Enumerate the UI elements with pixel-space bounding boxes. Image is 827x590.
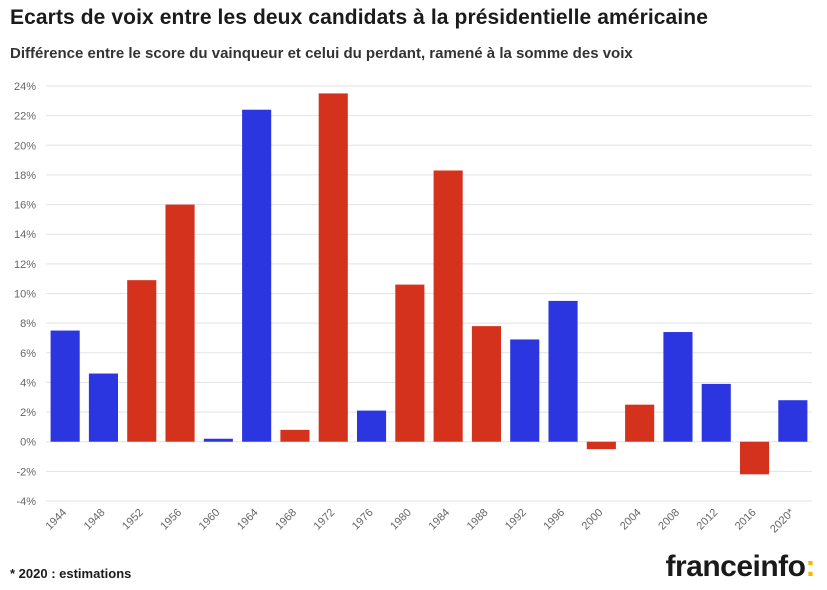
x-tick-label: 1952 — [120, 507, 146, 533]
bar-2008 — [663, 332, 693, 442]
bar-1996 — [548, 300, 578, 442]
x-tick-label: 1984 — [426, 507, 452, 533]
bar-1964 — [242, 109, 272, 442]
y-tick-label: -2% — [16, 466, 36, 478]
bar-2004 — [625, 404, 655, 442]
y-tick-label: -4% — [16, 496, 36, 508]
y-tick-label: 24% — [14, 81, 36, 93]
brand-logo: franceinfo: — [665, 550, 815, 584]
chart-title: Ecarts de voix entre les deux candidats … — [10, 6, 708, 29]
y-tick-label: 4% — [20, 377, 36, 389]
bar-1988 — [471, 326, 502, 442]
x-tick-label: 2016 — [733, 507, 759, 533]
x-tick-label: 1972 — [312, 507, 338, 533]
x-tick-label: 1980 — [388, 507, 414, 533]
x-tick-label: 1976 — [350, 507, 376, 533]
y-tick-label: 14% — [14, 229, 36, 241]
brand-logo-text: franceinfo — [665, 550, 806, 583]
x-tick-label: 2020* — [768, 506, 797, 535]
bars — [50, 93, 808, 475]
bar-1984 — [433, 170, 463, 442]
grid-lines — [46, 85, 812, 502]
y-tick-label: 20% — [14, 140, 36, 152]
brand-logo-mark: : — [805, 550, 816, 583]
bar-1952 — [127, 280, 157, 442]
bar-chart: -4% -2% 0% 2% 4% 6% 8% 10% 12% 14% 16% 18% 20% 22% 24%… — [14, 81, 812, 535]
bar-2012 — [701, 383, 731, 442]
x-tick-label: 2008 — [656, 507, 682, 533]
bar-1980 — [395, 284, 425, 442]
x-tick-label: 1956 — [158, 507, 184, 533]
bar-1992 — [510, 339, 540, 442]
y-tick-label: 2% — [20, 407, 36, 419]
bar-2000 — [586, 441, 616, 450]
y-axis-ticks: -4% -2% 0% 2% 4% 6% 8% 10% 12% 14% 16% 18% 20% 22% 24% — [14, 81, 36, 508]
x-tick-label: 1988 — [465, 507, 491, 533]
x-tick-label: 1992 — [503, 507, 529, 533]
x-tick-label: 2004 — [618, 507, 644, 533]
x-tick-label: 1996 — [541, 507, 567, 533]
y-tick-label: 8% — [20, 318, 36, 330]
y-tick-label: 0% — [20, 437, 36, 449]
bar-1968 — [280, 429, 310, 442]
y-tick-label: 16% — [14, 200, 36, 212]
bar-1976 — [356, 410, 387, 442]
bar-1944 — [50, 330, 80, 442]
y-tick-label: 6% — [20, 348, 36, 360]
y-tick-label: 22% — [14, 111, 36, 123]
x-axis-ticks: 1944 1948 1952 1956 1960 1964 1968 1972 1976 1980… — [43, 506, 797, 535]
y-tick-label: 12% — [14, 259, 36, 271]
footnote: * 2020 : estimations — [10, 566, 132, 581]
x-tick-label: 1964 — [235, 507, 261, 533]
bar-2016 — [739, 441, 770, 475]
bar-1956 — [165, 204, 195, 442]
y-tick-label: 10% — [14, 289, 36, 301]
x-tick-label: 2000 — [580, 507, 606, 533]
x-tick-label: 1968 — [273, 507, 299, 533]
x-tick-label: 1960 — [197, 507, 223, 533]
bar-1972 — [318, 93, 348, 442]
bar-1960 — [203, 438, 233, 442]
bar-1948 — [88, 373, 119, 442]
x-tick-label: 2012 — [695, 507, 721, 533]
bar-2020 — [778, 400, 808, 442]
x-tick-label: 1948 — [82, 507, 108, 533]
x-tick-label: 1944 — [43, 507, 69, 533]
chart-subtitle: Différence entre le score du vainqueur e… — [10, 45, 633, 62]
y-tick-label: 18% — [14, 170, 36, 182]
